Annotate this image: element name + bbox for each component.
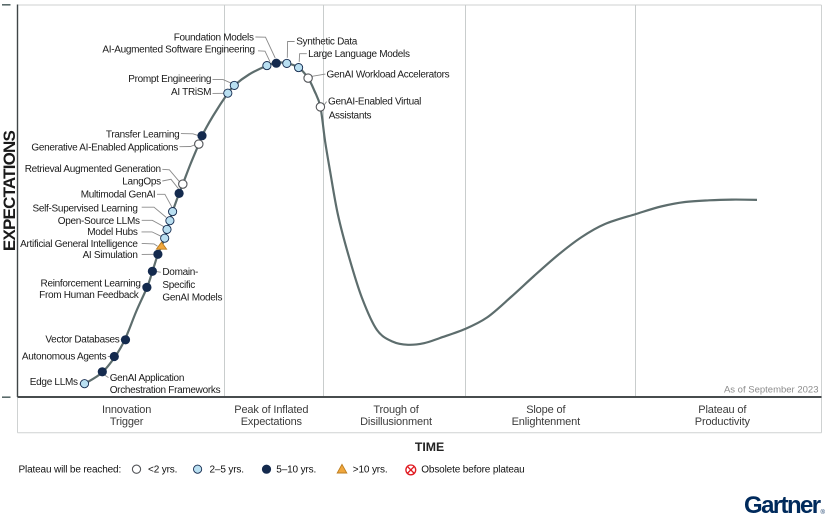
svg-text:Innovation: Innovation: [102, 404, 151, 416]
svg-text:Transfer Learning: Transfer Learning: [106, 129, 179, 140]
svg-text:Retrieval Augmented Generation: Retrieval Augmented Generation: [25, 164, 161, 175]
svg-text:As of September 2023: As of September 2023: [724, 384, 819, 395]
svg-text:Domain-: Domain-: [162, 267, 198, 278]
svg-text:Large Language Models: Large Language Models: [308, 49, 410, 60]
svg-text:Orchestration Frameworks: Orchestration Frameworks: [110, 385, 221, 396]
svg-text:®: ®: [821, 509, 826, 516]
svg-text:AI Simulation: AI Simulation: [83, 250, 138, 261]
svg-text:Expectations: Expectations: [241, 416, 303, 428]
svg-text:Trigger: Trigger: [110, 416, 144, 428]
svg-text:Synthetic Data: Synthetic Data: [296, 36, 358, 47]
svg-text:GenAI Models: GenAI Models: [162, 293, 222, 304]
svg-text:GenAI Application: GenAI Application: [110, 373, 184, 384]
svg-text:5–10 yrs.: 5–10 yrs.: [276, 465, 316, 476]
svg-text:Trough of: Trough of: [373, 404, 419, 416]
svg-text:Prompt Engineering: Prompt Engineering: [128, 74, 211, 85]
svg-text:AI-Augmented Software Engineer: AI-Augmented Software Engineering: [102, 45, 254, 56]
svg-text:Open-Source LLMs: Open-Source LLMs: [58, 216, 140, 227]
svg-text:Obsolete before plateau: Obsolete before plateau: [421, 465, 524, 476]
svg-text:Edge LLMs: Edge LLMs: [30, 377, 78, 388]
svg-text:Assistants: Assistants: [329, 111, 372, 122]
svg-text:Plateau will be reached:: Plateau will be reached:: [19, 465, 122, 476]
svg-text:Artificial General Intelligenc: Artificial General Intelligence: [20, 239, 138, 250]
svg-text:Multimodal GenAI: Multimodal GenAI: [81, 190, 156, 201]
svg-text:Self-Supervised Learning: Self-Supervised Learning: [33, 203, 138, 214]
svg-text:From Human Feedback: From Human Feedback: [39, 290, 140, 301]
svg-text:Productivity: Productivity: [695, 416, 751, 428]
svg-text:GenAI Workload Accelerators: GenAI Workload Accelerators: [327, 69, 450, 80]
svg-text:2–5 yrs.: 2–5 yrs.: [210, 465, 244, 476]
svg-text:Vector Databases: Vector Databases: [45, 334, 119, 345]
svg-text:Foundation Models: Foundation Models: [174, 32, 254, 43]
svg-text:TIME: TIME: [415, 440, 444, 454]
svg-text:Model Hubs: Model Hubs: [87, 227, 138, 238]
svg-text:Peak of Inflated: Peak of Inflated: [234, 404, 308, 416]
svg-text:>10 yrs.: >10 yrs.: [353, 465, 388, 476]
svg-text:Generative AI-Enabled Applicat: Generative AI-Enabled Applications: [31, 142, 178, 153]
svg-text:Disillusionment: Disillusionment: [360, 416, 432, 428]
svg-text:Enlightenment: Enlightenment: [512, 416, 580, 428]
svg-text:AI TRiSM: AI TRiSM: [171, 87, 211, 98]
svg-text:LangOps: LangOps: [122, 176, 161, 187]
svg-text:GenAI-Enabled Virtual: GenAI-Enabled Virtual: [328, 96, 421, 107]
svg-text:<2 yrs.: <2 yrs.: [148, 465, 177, 476]
svg-text:Specific: Specific: [162, 280, 195, 291]
svg-text:Plateau of: Plateau of: [698, 404, 747, 416]
svg-text:Autonomous Agents: Autonomous Agents: [22, 352, 107, 363]
svg-text:Gartner: Gartner: [744, 492, 821, 519]
svg-text:EXPECTATIONS: EXPECTATIONS: [0, 130, 19, 251]
svg-text:Reinforcement Learning: Reinforcement Learning: [41, 279, 141, 290]
svg-text:Slope of: Slope of: [526, 404, 566, 416]
